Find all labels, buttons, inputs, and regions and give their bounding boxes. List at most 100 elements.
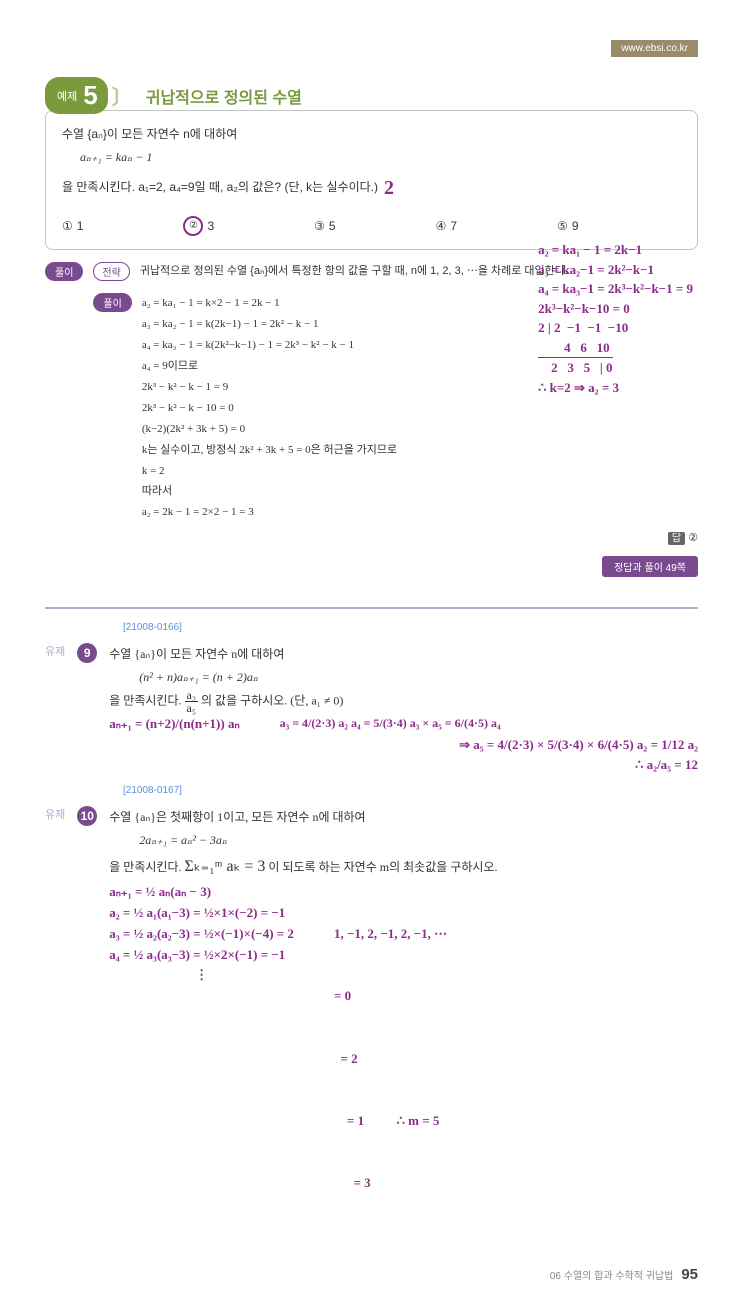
sol-line-6: (k−2)(2k² + 3k + 5) = 0 [142,419,397,440]
page-number: 95 [681,1266,698,1283]
strategy-text: 귀납적으로 정의된 수열 {aₙ}에서 특정한 항의 값을 구할 때, n에 1… [140,262,568,278]
problem-formula: aₙ₊₁ = kaₙ − 1 [80,146,681,169]
url-bar: www.ebsi.co.kr [611,40,698,57]
answer-value: ② [688,532,698,544]
sub-problem-10: 유제 10 수열 {aₙ}은 첫째항이 1이고, 모든 자연수 n에 대하여 2… [45,806,698,1236]
choice-1: ① 1 [62,215,83,238]
sub10-hl-3: a₄ = ½ a₃(a₃−3) = ½×2×(−1) = −1 [109,945,294,966]
sub10-hl-2: a₃ = ½ a₂(a₂−3) = ½×(−1)×(−4) = 2 [109,924,294,945]
sub10-hr-1: = 0 [334,986,447,1007]
sol-line-1: a₃ = ka₂ − 1 = k(2k−1) − 1 = 2k² − k − 1 [142,314,397,335]
side-l4: 2k³−k²−k−10 = 0 [538,299,693,319]
answer-label: 답 [668,532,685,545]
choice-3-num: ③ [314,215,325,238]
sub9-h-r2: ∴ a₂/a₅ = 12 [109,755,698,776]
sol-line-9: 따라서 [142,481,397,502]
choices-row: ① 1 ② 3 ③ 5 ④ 7 ⑤ 9 [62,215,681,238]
choice-5: ⑤ 9 [557,215,578,238]
choice-4-val: 7 [450,215,457,238]
choice-2-val: 3 [207,215,214,238]
choice-3-val: 5 [329,215,336,238]
sub9-l2c: 의 값을 구하시오. (단, a₁ ≠ 0) [201,693,343,707]
side-l2: a₄ = ka₃−1 = 2k³−k²−k−1 = 9 [538,279,693,299]
sub9-line1: 수열 {aₙ}이 모든 자연수 n에 대하여 [109,643,698,666]
strategy-outline: 전략 [93,262,129,281]
sol-line-7: k는 실수이고, 방정식 2k² + 3k + 5 = 0은 허근을 가지므로 [142,440,397,461]
sub10-line1: 수열 {aₙ}은 첫째항이 1이고, 모든 자연수 n에 대하여 [109,806,698,829]
page-container: www.ebsi.co.kr 예제 5 〕 귀납적으로 정의된 수열 수열 {a… [0,0,743,1303]
sub10-sigma: Σₖ₌₁ᵐ aₖ = 3 [185,858,266,875]
sub10-body: 수열 {aₙ}은 첫째항이 1이고, 모든 자연수 n에 대하여 2aₙ₊₁ =… [109,806,698,1236]
sub10-label: 유제 [45,806,65,822]
side-l6: 4 6 10 [538,338,693,358]
sol-line-8: k = 2 [142,461,397,482]
sub10-line2: 을 만족시킨다. Σₖ₌₁ᵐ aₖ = 3 이 되도록 하는 자연수 m의 최솟… [109,852,698,882]
sub10-l2a: 을 만족시킨다. [109,860,184,874]
example-title: 귀납적으로 정의된 수열 [146,84,302,108]
sub10-hl-0: aₙ₊₁ = ½ aₙ(aₙ − 3) [109,882,294,903]
sub10-hr-2: = 2 [334,1049,447,1070]
sub10-hl-1: a₂ = ½ a₁(a₁−3) = ½×1×(−2) = −1 [109,903,294,924]
sub10-hand-right: 1, −1, 2, −1, 2, −1, ⋯ = 0 = 2 = 1 ∴ m =… [334,882,447,1236]
strategy-label-pill: 풀이 [45,262,83,281]
sol-line-5: 2k³ − k² − k − 10 = 0 [142,398,397,419]
prob-9-id-row: [21008-0166] [123,619,698,633]
sub9-handwork: aₙ₊₁ = (n+2)/(n(n+1)) aₙ a₃ = 4/(2·3) a₂… [109,714,698,776]
prob-10-id-row: [21008-0167] [123,782,698,796]
choice-2: ② 3 [183,215,214,238]
sub10-formula: 2aₙ₊₁ = aₙ² − 3aₙ [139,829,698,852]
choice-1-val: 1 [77,215,84,238]
sub10-number: 10 [77,806,97,826]
problem-line1: 수열 {aₙ}이 모든 자연수 n에 대하여 [62,123,681,146]
sub10-hr-3: = 1 ∴ m = 5 [334,1111,447,1132]
choice-5-num: ⑤ [557,215,568,238]
sub-problem-9: 유제 9 수열 {aₙ}이 모든 자연수 n에 대하여 (n² + n)aₙ₊₁… [45,643,698,776]
answer-row: 답 ② [45,529,698,544]
sol-line-10: a₂ = 2k − 1 = 2×2 − 1 = 3 [142,502,397,523]
bracket-icon: 〕 [112,81,132,110]
hand-answer-top: 2 [384,169,394,207]
side-l7: 2 3 5 | 0 [538,357,612,378]
example-badge: 예제 5 [45,77,108,114]
answer-page-tab: 정답과 풀이 49쪽 [602,556,698,577]
sub9-l2a: 을 만족시킨다. [109,693,184,707]
example-number: 5 [83,80,97,111]
side-l8: ∴ k=2 ⇒ a₂ = 3 [538,378,693,398]
sub9-frac-bot: a₅ [185,702,199,714]
example-header: 예제 5 〕 귀납적으로 정의된 수열 [45,77,698,114]
choice-2-num: ② [183,216,203,236]
sub9-label: 유제 [45,643,65,659]
choice-5-val: 9 [572,215,579,238]
solution-body: a₂ = ka₁ − 1 = k×2 − 1 = 2k − 1 a₃ = ka₂… [142,293,397,523]
choice-1-num: ① [62,215,73,238]
prob-10-id: [21008-0167] [123,785,182,796]
sol-line-0: a₂ = ka₁ − 1 = k×2 − 1 = 2k − 1 [142,293,397,314]
solution-label: 풀이 [93,293,131,312]
sub10-hl-4: ⋮ [109,965,294,986]
sol-line-3: a₄ = 9이므로 [142,356,397,377]
sub10-hand-left: aₙ₊₁ = ½ aₙ(aₙ − 3) a₂ = ½ a₁(a₁−3) = ½×… [109,882,294,1236]
sub10-hr-4: = 3 [334,1173,447,1194]
sol-line-4: 2k³ − k² − k − 1 = 9 [142,377,397,398]
sub9-formula: (n² + n)aₙ₊₁ = (n + 2)aₙ [139,666,698,689]
wave-divider [45,607,698,609]
choice-4-num: ④ [436,215,447,238]
problem-box: 수열 {aₙ}이 모든 자연수 n에 대하여 aₙ₊₁ = kaₙ − 1 을 … [45,110,698,250]
sub9-body: 수열 {aₙ}이 모든 자연수 n에 대하여 (n² + n)aₙ₊₁ = (n… [109,643,698,776]
sub9-h-l1: aₙ₊₁ = (n+2)/(n(n+1)) aₙ [109,714,239,735]
sub9-frac-top: a₂ [185,689,199,702]
example-badge-label: 예제 [57,88,77,104]
page-footer: 06 수열의 합과 수학적 귀납법 95 [45,1266,698,1283]
side-l0: a₂ = ka₁ − 1 = 2k−1 [538,240,693,260]
side-l5: 2 | 2 −1 −1 −10 [538,318,693,338]
prob-9-id: [21008-0166] [123,622,182,633]
handwritten-sidework: a₂ = ka₁ − 1 = 2k−1 a₃ = ka₂−1 = 2k²−k−1… [538,240,693,397]
sub10-l2b: 이 되도록 하는 자연수 m의 최솟값을 구하시오. [268,860,497,874]
choice-4: ④ 7 [436,215,457,238]
side-l1: a₃ = ka₂−1 = 2k²−k−1 [538,260,693,280]
sol-line-2: a₄ = ka₃ − 1 = k(2k²−k−1) − 1 = 2k³ − k²… [142,335,397,356]
sub9-number: 9 [77,643,97,663]
sub9-h-r1: ⇒ a₅ = 4/(2·3) × 5/(3·4) × 6/(4·5) a₂ = … [459,735,698,756]
problem-line2: 을 만족시킨다. a₁=2, a₄=9일 때, a₂의 값은? (단, k는 실… [62,176,378,199]
choice-3: ③ 5 [314,215,335,238]
